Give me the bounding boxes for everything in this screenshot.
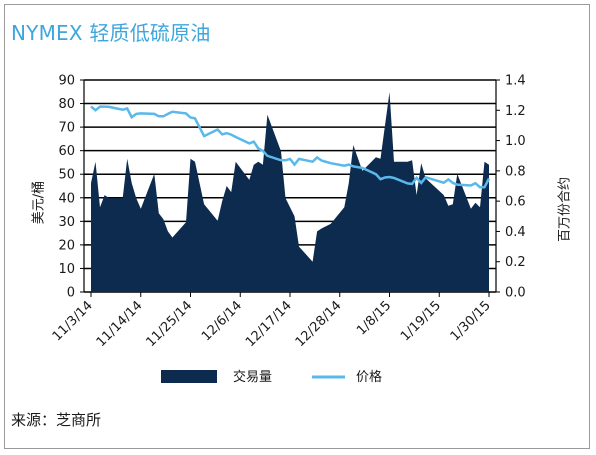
axes [83,80,497,292]
right-tick-label: 0.2 [505,255,526,270]
right-tick-label: 0.4 [505,225,526,240]
legend-price-label: 价格 [356,369,382,385]
right-tick-label: 1.0 [505,134,526,149]
left-tick-label: 70 [58,121,75,136]
x-tick-label: 1/30/15 [448,298,494,344]
left-tick-label: 50 [58,168,75,183]
right-tick-label: 1.4 [505,74,526,89]
price-line [90,105,491,189]
left-tick-label: 80 [58,97,75,112]
left-y-ticks: 0 10 20 30 40 50 60 70 80 90 [58,74,84,301]
left-tick-label: 40 [58,191,75,206]
right-tick-label: 0.0 [505,286,526,301]
x-tick-label: 1/8/15 [354,298,394,338]
right-tick-label: 1.2 [505,104,526,119]
left-tick-label: 20 [58,238,75,253]
chart-title: NYMEX 轻质低硫原油 [11,21,211,45]
volume-area [91,92,489,292]
x-tick-label: 11/25/14 [143,298,195,350]
source-note: 来源：芝商所 [11,411,102,429]
right-tick-label: 0.8 [505,164,526,179]
right-y-ticks: 0.0 0.2 0.4 0.6 0.8 1.0 1.2 1.4 [496,74,526,301]
left-tick-label: 60 [58,144,75,159]
x-tick-label: 11/3/14 [50,298,96,344]
legend: 交易量 价格 [161,369,382,385]
legend-volume-label: 交易量 [233,369,272,385]
right-tick-label: 0.6 [505,195,526,210]
left-tick-label: 90 [58,74,75,89]
x-tick-label: 12/28/14 [293,298,345,350]
legend-volume-swatch [161,370,217,383]
x-tick-label: 12/17/14 [243,298,295,350]
left-tick-label: 10 [58,262,75,277]
left-tick-label: 30 [58,215,75,230]
x-tick-label: 1/19/15 [398,298,444,344]
x-tick-label: 12/6/14 [199,298,245,344]
left-tick-label: 0 [67,286,75,301]
x-tick-label: 11/14/14 [94,298,146,350]
